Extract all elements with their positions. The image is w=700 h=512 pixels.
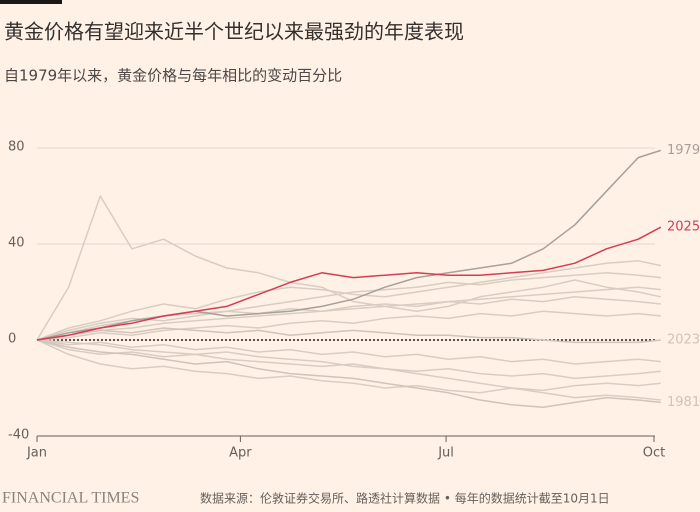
series-line [36, 296, 661, 341]
series-line [36, 149, 662, 341]
x-tick-label: Jul [437, 446, 454, 461]
series-line [36, 339, 661, 394]
series-line [36, 339, 661, 365]
series-line [36, 327, 661, 344]
series-line [36, 339, 661, 380]
y-tick-label: 0 [8, 332, 16, 347]
x-tick-label: Apr [229, 446, 252, 461]
series-line [36, 195, 661, 341]
series-line [36, 226, 662, 341]
x-tick-label: Jan [26, 446, 47, 461]
y-tick-label: 40 [8, 236, 25, 251]
series-line [36, 260, 661, 341]
series-line [36, 310, 661, 341]
series-label: 2025 [667, 220, 700, 235]
source: 数据来源：伦敦证券交易所、路透社计算数据 • 每年的数据统计截至10月1日 [200, 491, 610, 506]
series-label: 1979 [667, 143, 700, 158]
series-label: 2023 [667, 333, 700, 348]
series-line [36, 339, 661, 408]
series-line [36, 286, 661, 341]
brand: FINANCIAL TIMES [2, 490, 139, 507]
series-line [36, 339, 661, 401]
chart-subtitle: 自1979年以来，黄金价格与每年相比的变动百分比 [4, 67, 342, 85]
series-label: 1981 [667, 395, 700, 410]
brand-bar [0, 0, 62, 4]
y-tick-label: 80 [8, 140, 25, 155]
chart-title: 黄金价格有望迎来近半个世纪以来最强劲的年度表现 [4, 20, 464, 44]
x-tick-label: Oct [643, 446, 665, 461]
y-tick-label: -40 [8, 428, 29, 443]
